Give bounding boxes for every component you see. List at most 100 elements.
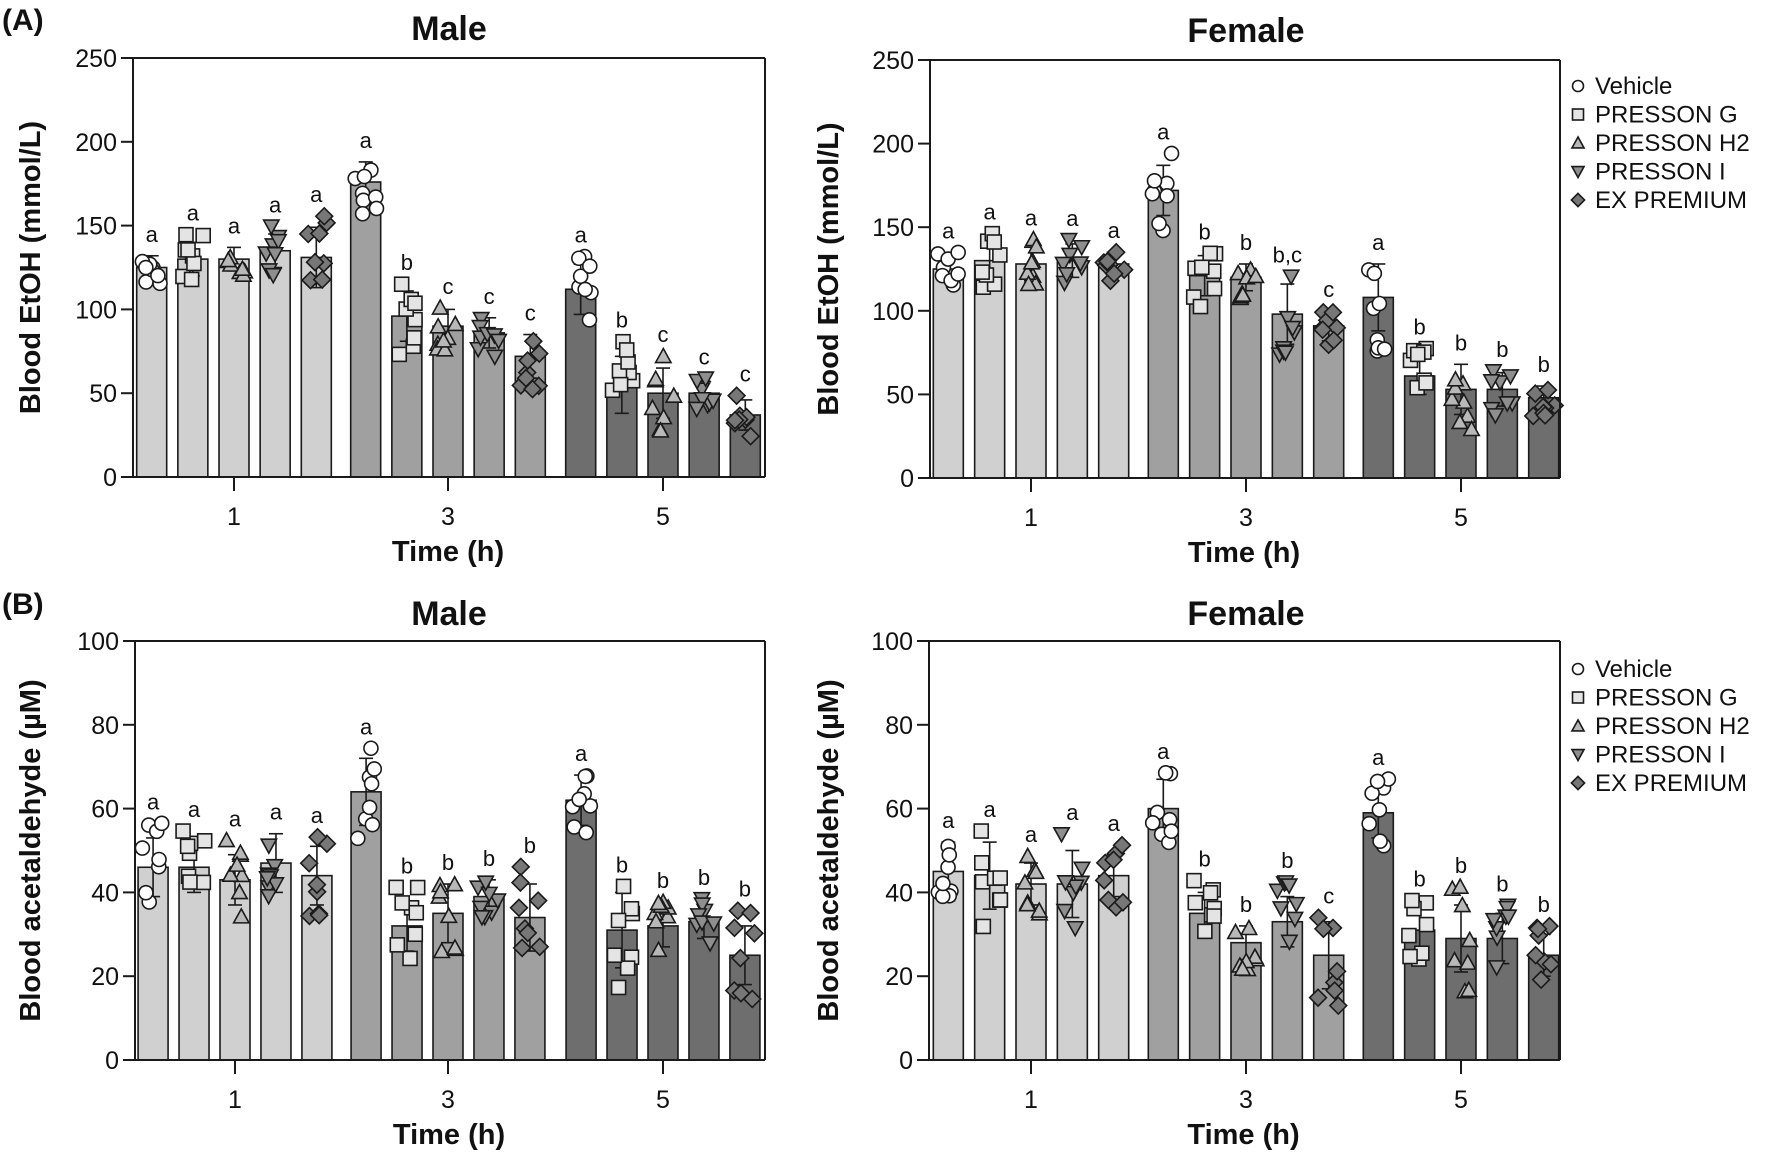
data-point: [231, 843, 250, 860]
data-point: [1445, 951, 1464, 968]
y-tick-label: 40: [885, 879, 913, 907]
data-point: [1246, 266, 1265, 284]
data-point: [228, 855, 247, 872]
data-point: [153, 815, 170, 832]
data-point: [1206, 908, 1222, 924]
y-tick-label: 0: [103, 464, 117, 492]
significance-label: a: [269, 192, 282, 217]
data-point: [150, 267, 166, 284]
data-point: [429, 317, 448, 334]
significance-label: a: [1157, 739, 1170, 764]
data-point: [134, 840, 151, 856]
data-point: [1019, 274, 1038, 292]
data-point: [402, 950, 418, 967]
chart-title: Male: [411, 595, 487, 633]
data-point: [183, 271, 200, 288]
data-point: [571, 791, 587, 808]
data-point: [1371, 801, 1388, 818]
data-point: [366, 761, 383, 777]
significance-label: b: [483, 846, 495, 871]
significance-label: a: [311, 803, 324, 828]
data-point: [1271, 901, 1290, 918]
data-point: [476, 875, 495, 892]
data-point: [1112, 835, 1132, 855]
legend-label: PRESSON H2: [1595, 713, 1750, 740]
data-point: [1206, 280, 1223, 297]
significance-label: a: [1025, 822, 1038, 847]
data-point: [1239, 918, 1259, 936]
data-point: [518, 923, 538, 943]
bar: [218, 258, 250, 478]
data-point: [394, 895, 410, 911]
data-point: [934, 888, 951, 905]
data-point: [1197, 923, 1213, 940]
data-point: [1402, 948, 1418, 965]
data-point: [1460, 930, 1479, 948]
data-point: [195, 874, 212, 891]
data-point: [1450, 412, 1469, 430]
significance-label: c: [525, 301, 536, 326]
data-point: [992, 247, 1008, 263]
significance-label: a: [1157, 119, 1170, 144]
data-point: [1282, 269, 1301, 286]
triangle-down-icon: [1570, 748, 1586, 763]
significance-label: b: [616, 308, 628, 333]
data-point: [1376, 341, 1393, 357]
significance-label: a: [575, 223, 588, 248]
data-point: [469, 341, 488, 359]
data-point: [1097, 251, 1117, 271]
data-point: [431, 882, 450, 899]
significance-label: b: [1414, 867, 1426, 892]
panel-label: (B): [2, 588, 44, 621]
y-tick-label: 250: [872, 47, 914, 75]
data-point: [1458, 953, 1477, 970]
x-axis-label: Time (h): [393, 1119, 505, 1151]
data-point: [138, 259, 154, 276]
significance-label: c: [658, 322, 669, 347]
significance-label: b: [1538, 352, 1550, 377]
y-tick-label: 60: [91, 796, 119, 824]
y-tick-label: 100: [77, 628, 119, 656]
data-point: [741, 426, 761, 446]
data-point: [1066, 879, 1085, 896]
data-point: [439, 906, 458, 924]
data-point: [186, 255, 202, 272]
data-point: [389, 937, 406, 953]
y-tick-label: 250: [75, 45, 117, 73]
data-point: [408, 904, 425, 921]
data-point: [1401, 927, 1417, 944]
data-point: [363, 775, 380, 792]
significance-label: a: [1066, 800, 1079, 825]
data-point: [175, 823, 191, 839]
significance-label: c: [484, 284, 495, 309]
y-tick-label: 100: [872, 298, 914, 326]
data-point: [1482, 374, 1501, 391]
data-point: [309, 224, 329, 244]
bar: [1230, 276, 1262, 479]
data-point: [619, 960, 636, 976]
data-point: [1451, 877, 1470, 894]
data-point: [581, 312, 598, 328]
data-point: [1144, 185, 1161, 202]
significance-label: b: [1240, 230, 1252, 255]
y-tick-label: 0: [900, 465, 914, 493]
data-point: [741, 903, 761, 923]
significance-label: a: [310, 182, 323, 207]
data-point: [1418, 916, 1435, 933]
data-point: [1459, 980, 1478, 998]
significance-label: b: [698, 865, 710, 890]
data-point: [973, 855, 990, 871]
data-point: [1233, 285, 1252, 303]
data-point: [1186, 872, 1202, 889]
data-point: [262, 219, 281, 236]
data-point: [1280, 934, 1299, 952]
data-point: [259, 888, 278, 906]
data-point: [610, 979, 627, 996]
data-point: [312, 270, 332, 290]
data-point: [138, 884, 154, 901]
x-tick-label: 3: [441, 503, 455, 531]
chart-title: Female: [1187, 12, 1304, 50]
data-point: [1462, 419, 1481, 437]
data-point: [1192, 298, 1209, 315]
data-point: [727, 386, 747, 406]
